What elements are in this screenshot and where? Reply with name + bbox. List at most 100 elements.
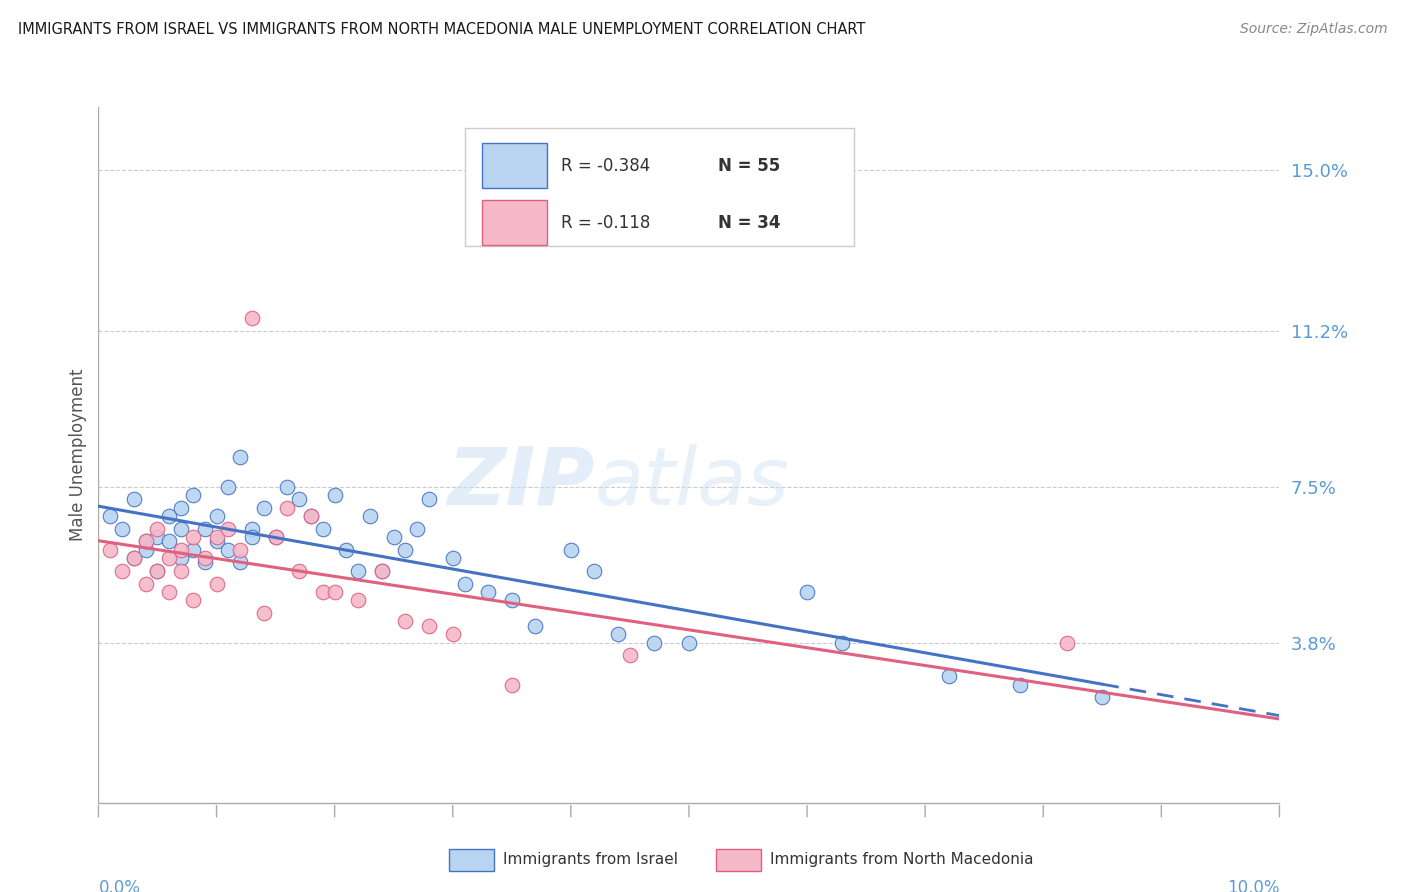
Point (217, 479, 239, 493)
Point (122, 551, 145, 566)
Point (181, 542, 204, 557)
Point (312, 522, 335, 536)
Point (501, 593, 523, 607)
Point (288, 564, 311, 578)
Point (205, 530, 228, 544)
Text: Immigrants from Israel: Immigrants from Israel (503, 853, 678, 867)
Point (323, 488, 346, 502)
Text: atlas: atlas (595, 443, 789, 522)
Point (643, 635, 665, 649)
Text: R = -0.118: R = -0.118 (561, 213, 651, 232)
Point (406, 522, 429, 536)
Point (312, 585, 335, 599)
Point (382, 530, 405, 544)
Point (157, 534, 180, 549)
Point (453, 576, 475, 591)
Point (181, 530, 204, 544)
Point (938, 669, 960, 683)
Point (524, 618, 547, 632)
Point (371, 564, 394, 578)
Point (276, 500, 298, 515)
Text: N = 34: N = 34 (718, 213, 780, 232)
Point (181, 488, 204, 502)
Point (347, 593, 370, 607)
Point (170, 551, 193, 566)
Point (194, 556, 217, 570)
Point (441, 627, 464, 641)
Point (170, 522, 193, 536)
Point (583, 564, 606, 578)
Point (217, 522, 239, 536)
Point (205, 534, 228, 549)
Point (146, 564, 169, 578)
Point (796, 585, 818, 599)
Point (229, 450, 252, 464)
Point (1056, 635, 1078, 649)
Bar (482, 143, 547, 188)
Point (135, 534, 157, 549)
Point (607, 627, 630, 641)
Point (299, 509, 322, 524)
Point (1091, 690, 1114, 705)
Point (229, 556, 252, 570)
Point (205, 509, 228, 524)
Point (98, 509, 121, 524)
Text: ZIP: ZIP (447, 443, 595, 522)
Point (299, 509, 322, 524)
Point (264, 530, 287, 544)
Point (122, 551, 145, 566)
Point (181, 593, 204, 607)
Text: 10.0%: 10.0% (1227, 879, 1279, 892)
Point (98, 542, 121, 557)
Point (560, 542, 582, 557)
Point (111, 564, 134, 578)
Point (347, 564, 370, 578)
Bar (482, 200, 547, 245)
Text: Source: ZipAtlas.com: Source: ZipAtlas.com (1240, 22, 1388, 37)
Text: R = -0.384: R = -0.384 (561, 157, 651, 175)
Point (240, 522, 263, 536)
Point (111, 522, 134, 536)
Point (253, 500, 276, 515)
Point (170, 542, 193, 557)
Point (240, 530, 263, 544)
Point (441, 551, 464, 566)
Point (1008, 678, 1031, 692)
Point (288, 492, 311, 507)
Point (194, 551, 217, 566)
Point (170, 564, 193, 578)
Text: Immigrants from North Macedonia: Immigrants from North Macedonia (770, 853, 1033, 867)
Point (335, 542, 357, 557)
Point (170, 500, 193, 515)
Point (418, 618, 440, 632)
Point (135, 534, 157, 549)
Point (276, 479, 298, 493)
Point (359, 509, 381, 524)
Point (477, 585, 499, 599)
Point (240, 310, 263, 325)
Point (394, 615, 416, 629)
Point (157, 509, 180, 524)
Text: N = 55: N = 55 (718, 157, 780, 175)
Y-axis label: Male Unemployment: Male Unemployment (69, 368, 87, 541)
Point (371, 564, 394, 578)
Point (146, 564, 169, 578)
Point (157, 551, 180, 566)
Point (135, 542, 157, 557)
Text: 0.0%: 0.0% (98, 879, 141, 892)
Point (146, 522, 169, 536)
Point (217, 542, 239, 557)
Point (831, 635, 853, 649)
Point (619, 648, 641, 663)
Point (229, 542, 252, 557)
Point (253, 606, 276, 620)
Text: IMMIGRANTS FROM ISRAEL VS IMMIGRANTS FROM NORTH MACEDONIA MALE UNEMPLOYMENT CORR: IMMIGRANTS FROM ISRAEL VS IMMIGRANTS FRO… (18, 22, 866, 37)
Point (122, 492, 145, 507)
Point (418, 492, 440, 507)
Point (323, 585, 346, 599)
Point (157, 585, 180, 599)
Point (501, 678, 523, 692)
Point (264, 530, 287, 544)
Point (146, 530, 169, 544)
Point (194, 522, 217, 536)
